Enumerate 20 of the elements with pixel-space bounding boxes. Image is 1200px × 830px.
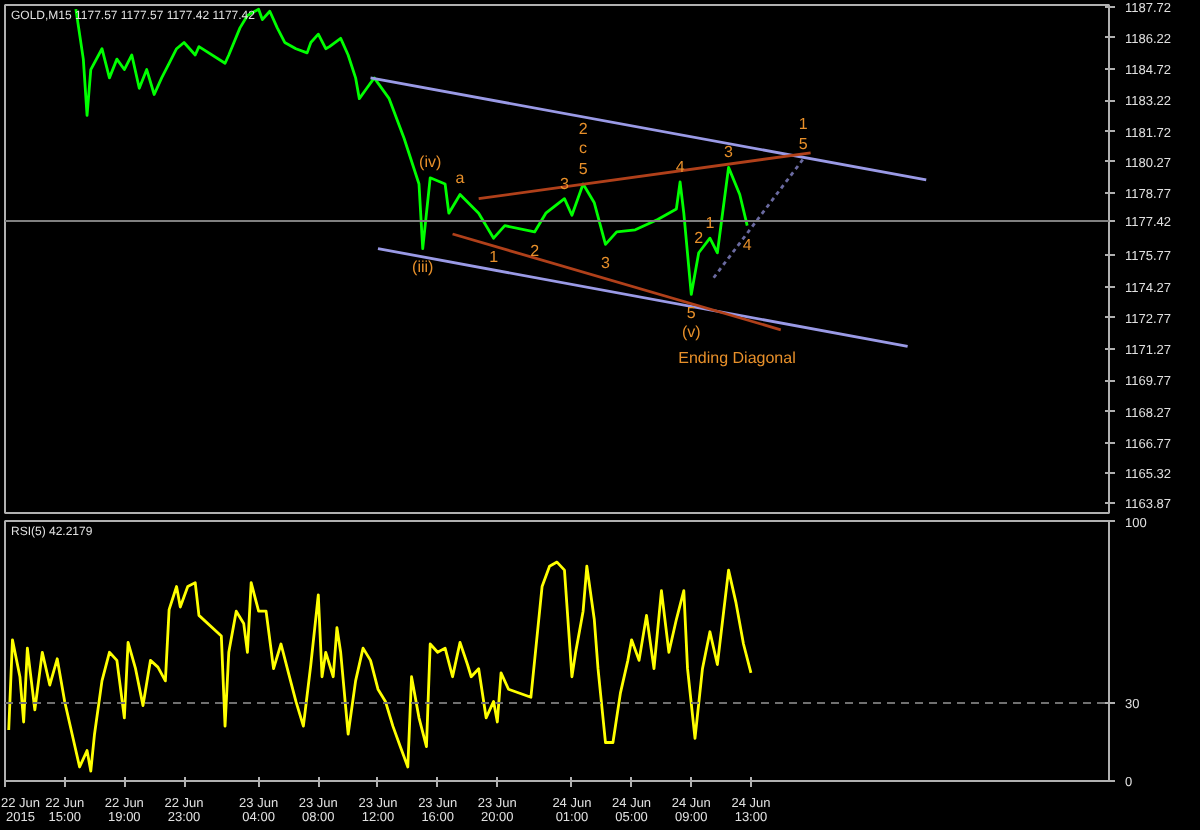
annotation: (iii)	[412, 257, 435, 276]
annotation: 5	[686, 304, 697, 323]
annotation: (iv)	[419, 152, 442, 171]
annotation: a	[455, 169, 466, 188]
annotation: 2	[578, 120, 589, 139]
annotation: Ending Diagonal	[678, 349, 797, 368]
annotation: 5	[798, 135, 809, 154]
line-series	[7, 560, 753, 773]
annotation: 1	[798, 115, 809, 134]
annotation: 1	[705, 214, 716, 233]
line-series	[74, 7, 749, 296]
annotation: 2	[530, 241, 541, 260]
annotation: (v)	[681, 323, 702, 342]
annotation: 3	[724, 143, 735, 162]
annotation: 2	[694, 228, 705, 247]
annotation: 4	[742, 235, 753, 254]
annotation: c	[579, 139, 588, 158]
annotation: 5	[578, 160, 589, 179]
annotation: 3	[601, 254, 612, 273]
annotation: 1	[489, 248, 500, 267]
